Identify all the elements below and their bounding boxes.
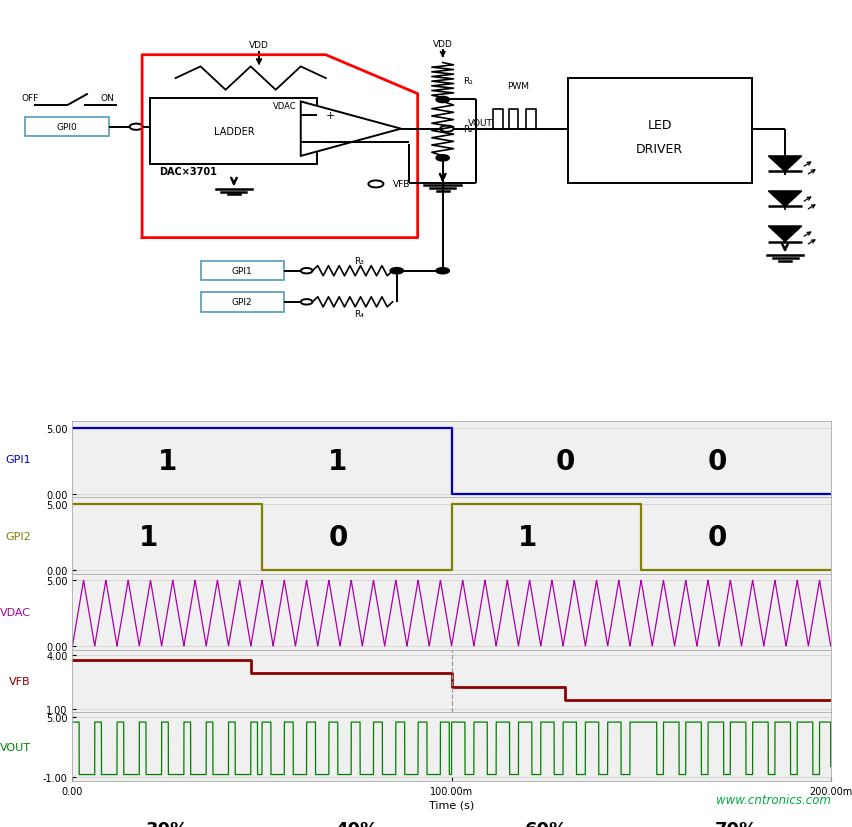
Text: R₃: R₃ — [354, 257, 364, 266]
Text: DAC×3701: DAC×3701 — [158, 167, 216, 177]
Y-axis label: GPI2: GPI2 — [5, 531, 31, 541]
Circle shape — [301, 269, 313, 274]
Bar — [568, 79, 751, 184]
Circle shape — [368, 181, 383, 189]
Polygon shape — [769, 192, 802, 208]
Text: 70%: 70% — [714, 820, 757, 827]
Text: VDD: VDD — [433, 40, 452, 49]
Text: 0: 0 — [707, 523, 727, 552]
Text: LADDER: LADDER — [214, 127, 254, 136]
Circle shape — [301, 299, 313, 305]
Bar — [26, 118, 109, 137]
X-axis label: Time (s): Time (s) — [429, 799, 475, 809]
Text: GPI1: GPI1 — [232, 267, 253, 276]
Bar — [200, 293, 284, 312]
Text: 40%: 40% — [335, 820, 378, 827]
Text: R₁: R₁ — [463, 76, 474, 85]
Text: GPI2: GPI2 — [232, 298, 253, 307]
Polygon shape — [769, 227, 802, 242]
Y-axis label: VDAC: VDAC — [0, 607, 31, 617]
Text: GPI0: GPI0 — [56, 123, 78, 132]
Text: +: + — [325, 111, 335, 121]
Text: 1: 1 — [328, 447, 348, 476]
Text: ON: ON — [101, 94, 114, 103]
Text: VOUT: VOUT — [468, 119, 492, 128]
Text: R₄: R₄ — [354, 309, 364, 318]
Bar — [200, 261, 284, 281]
Circle shape — [436, 155, 449, 162]
Text: www.cntronics.com: www.cntronics.com — [716, 793, 831, 806]
Y-axis label: VOUT: VOUT — [0, 742, 31, 752]
Circle shape — [436, 268, 449, 275]
Circle shape — [390, 268, 404, 275]
Text: 30%: 30% — [146, 820, 189, 827]
Polygon shape — [301, 103, 401, 157]
Text: 0: 0 — [556, 447, 575, 476]
Text: PWM: PWM — [507, 82, 529, 91]
Text: −: − — [325, 136, 335, 150]
Circle shape — [440, 127, 453, 132]
Text: DRIVER: DRIVER — [636, 142, 683, 155]
Circle shape — [130, 124, 143, 131]
Text: VFB: VFB — [393, 180, 410, 189]
Text: OFF: OFF — [21, 94, 38, 103]
Bar — [151, 98, 318, 165]
Circle shape — [436, 98, 449, 103]
Text: VDAC: VDAC — [273, 102, 296, 111]
Text: VDD: VDD — [249, 41, 269, 50]
Text: 0: 0 — [328, 523, 348, 552]
Text: 60%: 60% — [525, 820, 568, 827]
Text: 1: 1 — [518, 523, 537, 552]
Text: 1: 1 — [158, 447, 177, 476]
Text: LED: LED — [648, 119, 672, 132]
Y-axis label: GPI1: GPI1 — [5, 455, 31, 465]
Text: 1: 1 — [139, 523, 158, 552]
Text: R₂: R₂ — [463, 125, 474, 134]
Y-axis label: VFB: VFB — [9, 676, 31, 686]
Polygon shape — [769, 157, 802, 172]
Text: 0: 0 — [707, 447, 727, 476]
